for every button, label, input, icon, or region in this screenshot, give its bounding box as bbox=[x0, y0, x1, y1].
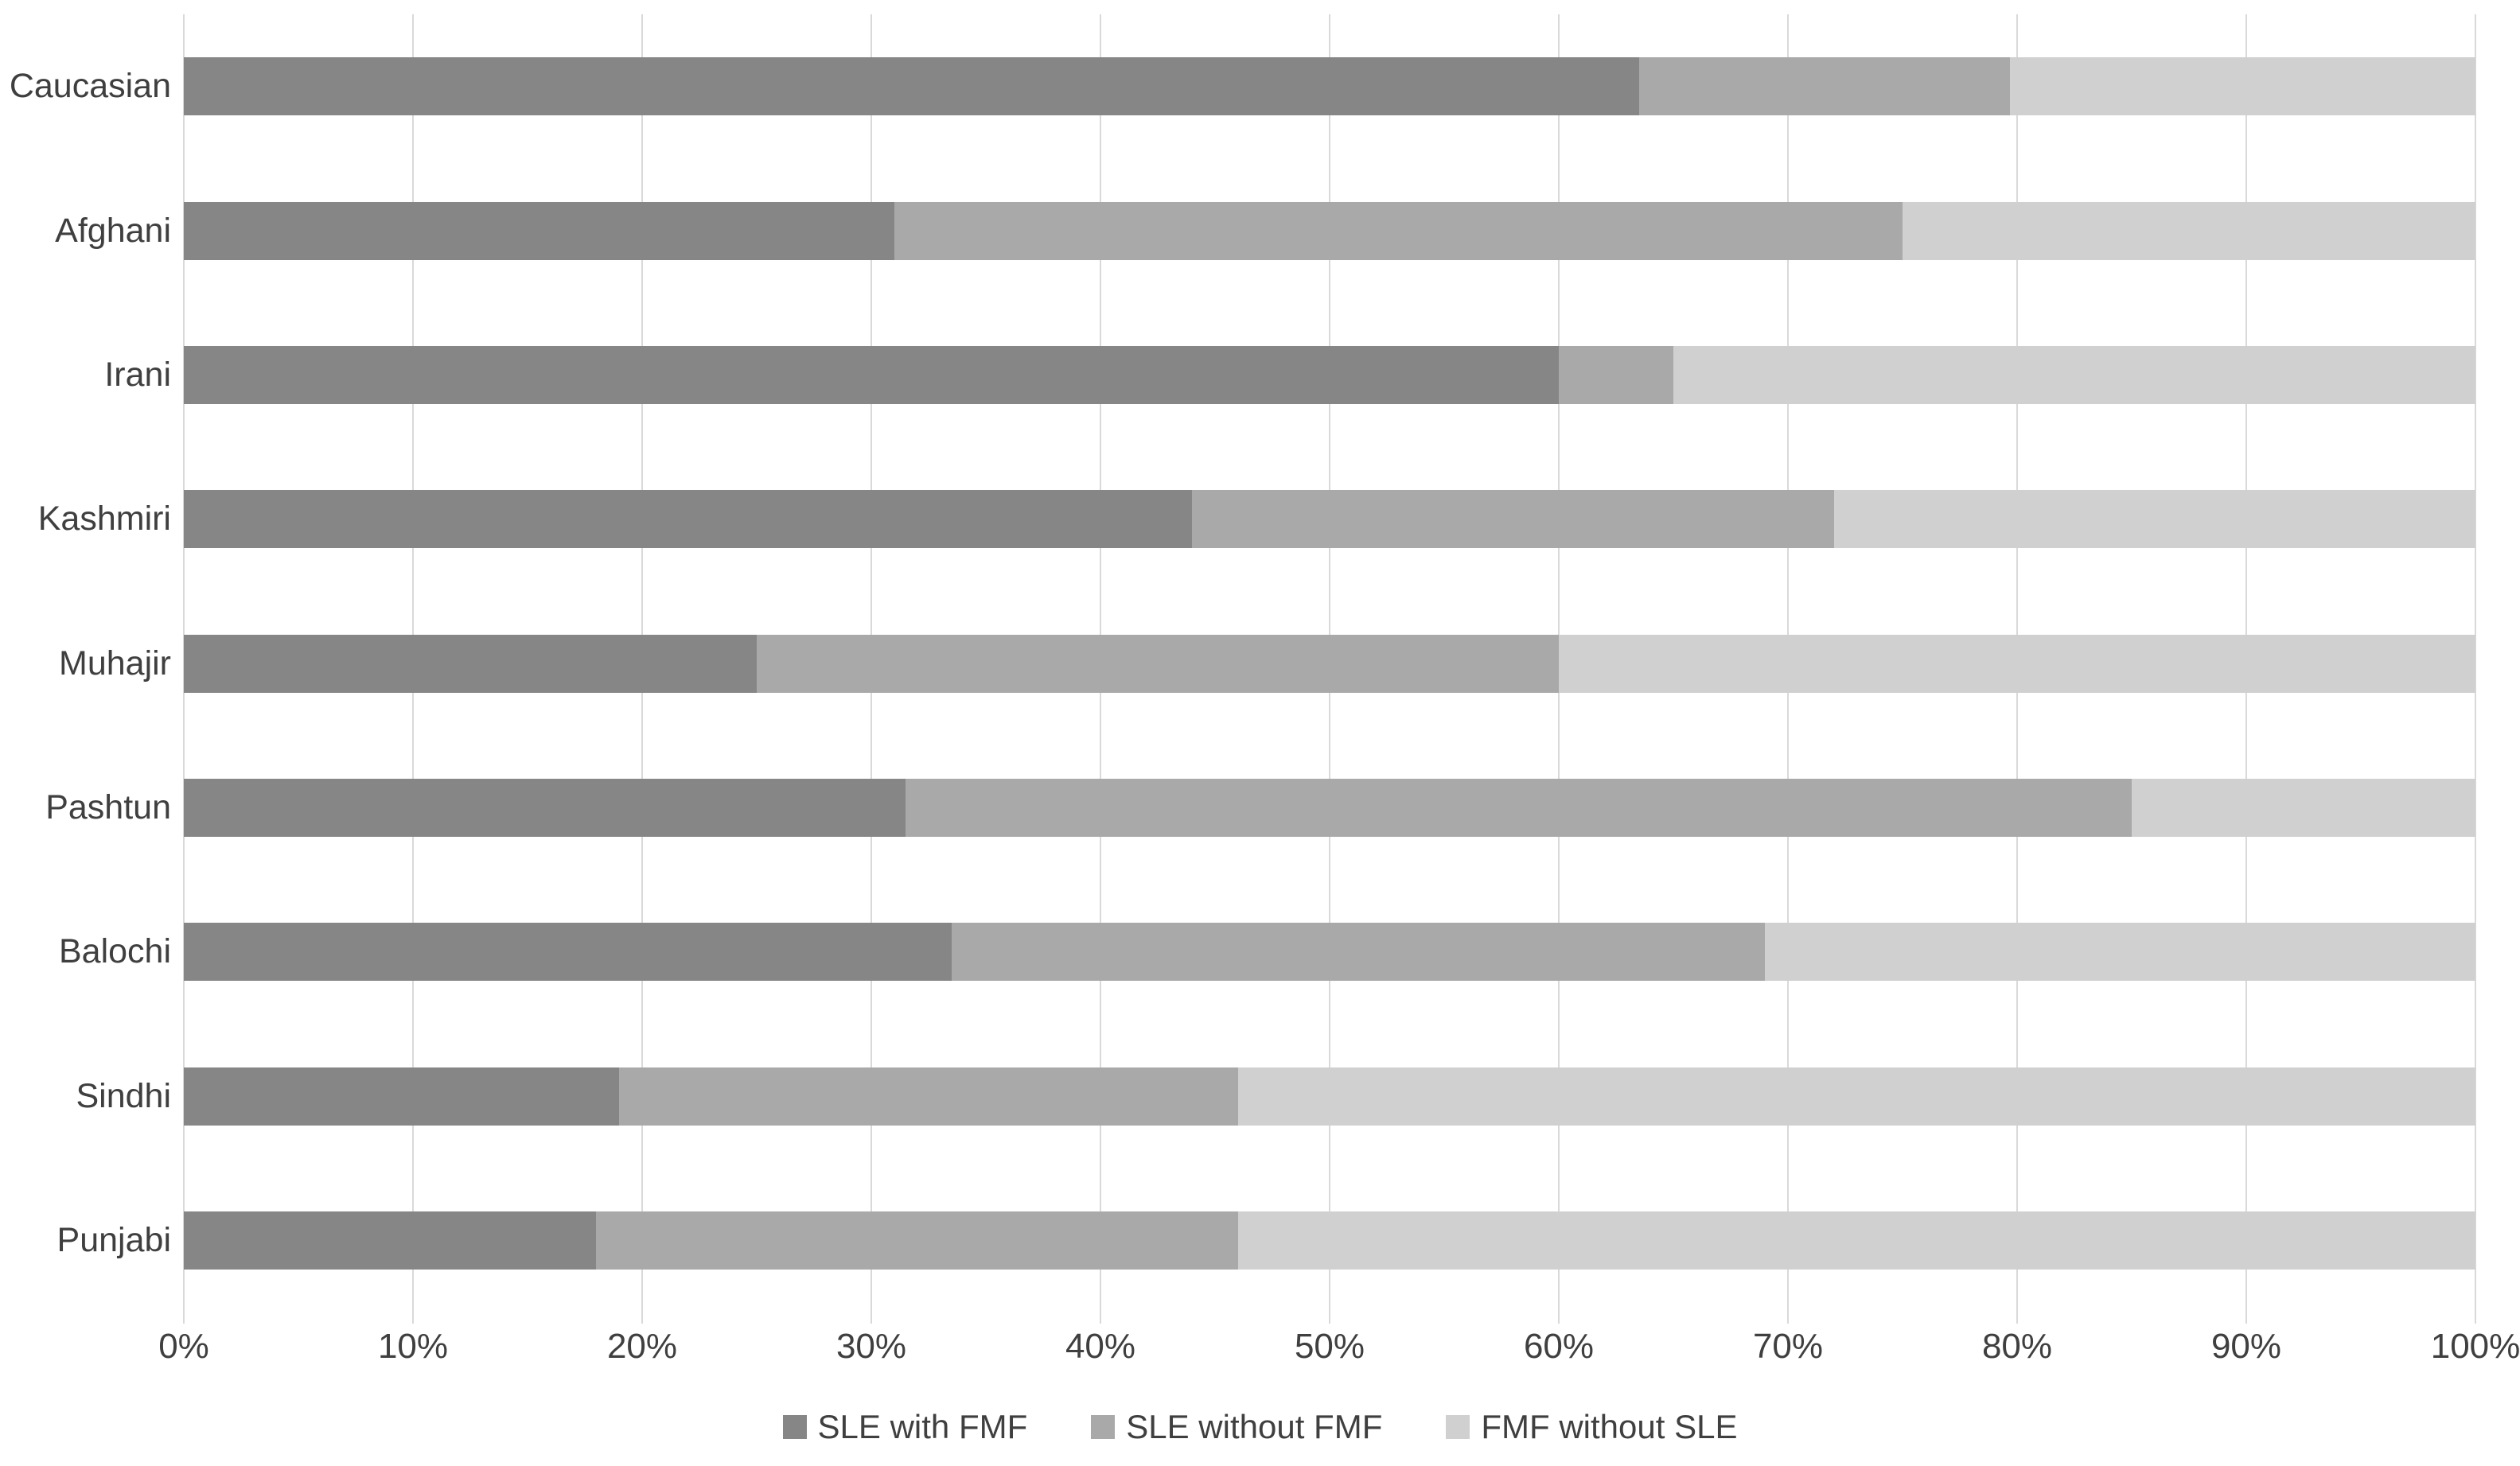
bar-segment bbox=[184, 490, 1193, 549]
bar-segment bbox=[184, 923, 952, 982]
gridline bbox=[2475, 14, 2476, 1324]
bar-row bbox=[184, 57, 2475, 116]
x-axis-tick-label: 30% bbox=[835, 1327, 907, 1366]
bar-segment bbox=[1559, 345, 1673, 404]
bar-segment bbox=[1673, 345, 2475, 404]
x-axis-tick-label: 70% bbox=[1752, 1327, 1824, 1366]
y-axis-label: Kashmiri bbox=[37, 500, 171, 539]
bar-segment bbox=[2131, 778, 2475, 837]
bar-row bbox=[184, 1211, 2475, 1270]
bar-row bbox=[184, 1067, 2475, 1126]
legend-label: SLE without FMF bbox=[1126, 1408, 1383, 1445]
y-axis-label: Punjabi bbox=[56, 1220, 171, 1259]
bar-segment bbox=[619, 1067, 1238, 1126]
y-axis-label: Afghani bbox=[55, 211, 171, 250]
bar-segment bbox=[596, 1211, 1238, 1270]
legend-item: SLE with FMF bbox=[782, 1408, 1028, 1446]
x-axis-tick-label: 60% bbox=[1523, 1327, 1595, 1366]
legend-label: SLE with FMF bbox=[817, 1408, 1028, 1445]
bar-row bbox=[184, 923, 2475, 982]
chart-legend: SLE with FMF SLE without FMF FMF without S… bbox=[0, 1408, 2520, 1446]
bar-segment bbox=[184, 1067, 620, 1126]
x-axis-tick-label: 10% bbox=[377, 1327, 449, 1366]
legend-swatch-icon bbox=[782, 1415, 807, 1439]
legend-item: SLE without FMF bbox=[1091, 1408, 1382, 1446]
bar-segment bbox=[184, 201, 894, 260]
bar-row bbox=[184, 634, 2475, 693]
y-axis-label: Balochi bbox=[58, 932, 171, 971]
legend-swatch-icon bbox=[1446, 1415, 1470, 1439]
bar-segment bbox=[1237, 1211, 2475, 1270]
bar-segment bbox=[906, 778, 2132, 837]
y-axis-label: Sindhi bbox=[76, 1076, 171, 1115]
y-axis-label: Muhajir bbox=[59, 644, 171, 682]
x-axis-tick-label: 0% bbox=[158, 1327, 209, 1366]
x-axis-tick-label: 50% bbox=[1294, 1327, 1365, 1366]
bar-row bbox=[184, 345, 2475, 404]
bar-segment bbox=[894, 201, 1903, 260]
bar-segment bbox=[184, 345, 1559, 404]
bar-row bbox=[184, 490, 2475, 549]
bar-segment bbox=[2010, 57, 2475, 116]
bar-segment bbox=[951, 923, 1766, 982]
bar-segment bbox=[1638, 57, 2011, 116]
plot-area bbox=[183, 14, 2476, 1324]
bar-segment bbox=[757, 634, 1559, 693]
y-axis-label: Pashtun bbox=[45, 787, 171, 826]
legend-item: FMF without SLE bbox=[1446, 1408, 1737, 1446]
bar-segment bbox=[1237, 1067, 2475, 1126]
bar-segment bbox=[184, 1211, 597, 1270]
bar-segment bbox=[184, 778, 906, 837]
x-axis-tick-label: 20% bbox=[606, 1327, 678, 1366]
bar-row bbox=[184, 201, 2475, 260]
bar-segment bbox=[1192, 490, 1834, 549]
bar-segment bbox=[1833, 490, 2475, 549]
bar-segment bbox=[184, 57, 1639, 116]
bar-segment bbox=[1559, 634, 2475, 693]
x-axis-tick-label: 90% bbox=[2210, 1327, 2282, 1366]
x-axis-tick-label: 100% bbox=[2430, 1327, 2520, 1366]
x-axis-tick-label: 80% bbox=[1981, 1327, 2053, 1366]
y-axis-label: Caucasian bbox=[9, 67, 171, 106]
bar-segment bbox=[1902, 201, 2475, 260]
legend-label: FMF without SLE bbox=[1481, 1408, 1738, 1445]
y-axis-label: Irani bbox=[104, 355, 171, 394]
x-axis-tick-label: 40% bbox=[1065, 1327, 1136, 1366]
bar-row bbox=[184, 778, 2475, 837]
legend-swatch-icon bbox=[1091, 1415, 1116, 1439]
bar-segment bbox=[184, 634, 757, 693]
bar-segment bbox=[1765, 923, 2475, 982]
